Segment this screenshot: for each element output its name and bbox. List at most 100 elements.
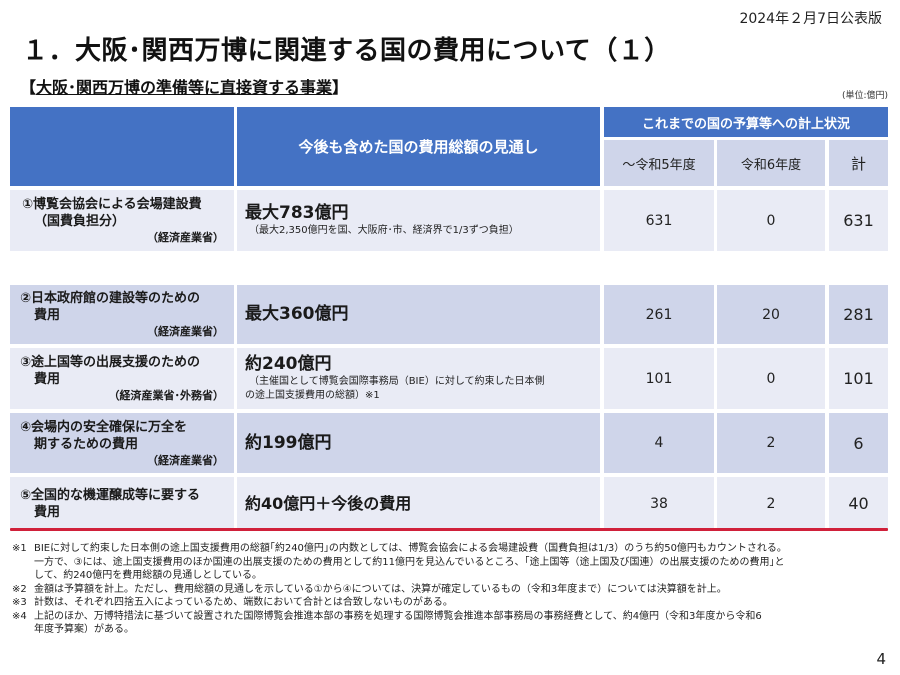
row-ministry: （経済産業省）	[147, 231, 224, 244]
cell-value: 101	[645, 370, 673, 387]
row-label-line2: （国費負担分）	[34, 214, 126, 229]
footnote-line: 計数は、それぞれ四捨五入によっているため、端数において合計とは合致しないものがあ…	[34, 597, 453, 608]
row-amount: 最大360億円	[245, 304, 349, 324]
table-row-3-r6: 0	[717, 348, 825, 409]
row-amount: 約199億円	[245, 432, 332, 453]
footnote-text: BIEに対して約束した日本側の途上国支援費用の総額｢約240億円｣の内数としては…	[34, 542, 897, 583]
page-title: １．大阪･関西万博に関連する国の費用について（１）	[22, 36, 671, 66]
footnote-text: 計数は、それぞれ四捨五入によっているため、端数において合計とは合致しないものがあ…	[34, 596, 897, 610]
row-amount: 最大783億円	[245, 203, 349, 223]
cell-value: 631	[645, 212, 673, 229]
row-amount: 約240億円	[245, 354, 332, 374]
row-label-line1: ④会場内の安全確保に万全を	[20, 419, 188, 435]
table-row-1-r6: 0	[717, 190, 825, 251]
table-row-2-r5: 261	[604, 285, 714, 344]
cell-value: 0	[766, 370, 776, 387]
cell-value: 631	[843, 211, 874, 230]
table-row-1-total: 631	[829, 190, 888, 251]
table-row-3-amount: 約240億円 （主催国として博覧会国際事務局（BIE）に対して約束した日本側 の…	[237, 348, 600, 409]
footnote-line: 年度予算案）がある。	[34, 624, 134, 635]
footnote-mark: ※1	[12, 543, 27, 554]
footnote-line: 金額は予算額を計上。ただし、費用総額の見通しを示している①から④については、決算…	[34, 583, 727, 595]
table-row-2-total: 281	[829, 285, 888, 344]
table-row-3-label: ③途上国等の出展支援のための 費用 （経済産業省･外務省）	[10, 348, 234, 409]
cell-value: 261	[645, 306, 673, 323]
header-outlook: 今後も含めた国の費用総額の見通し	[237, 107, 600, 186]
subtitle-text: 大阪･関西万博の準備等に直接資する事業	[36, 78, 333, 97]
table-row-1-r5: 631	[604, 190, 714, 251]
header-col-r6: 令和6年度	[717, 140, 825, 186]
page-number: 4	[876, 650, 886, 668]
row-label-line2-wrap: 費用	[10, 504, 234, 521]
row-label-line1: ⑤全国的な機運醸成等に要する	[20, 487, 201, 503]
footnote-line: 一方で、③には、途上国支援費用のほか国連の出展支援のための費用として約11億円を…	[34, 556, 785, 568]
cell-value: 38	[650, 495, 668, 512]
footnote-mark: ※2	[12, 583, 27, 595]
cell-value: 40	[848, 494, 869, 513]
table-row-1-amount: 最大783億円 （最大2,350億円を国、大阪府･市、経済界で1/3ずつ負担）	[237, 190, 600, 251]
table-row-5-amount: 約40億円＋今後の費用	[237, 477, 600, 530]
row-amount: 約40億円＋今後の費用	[245, 494, 412, 513]
table-row-1-label: ①博覧会協会による会場建設費 （国費負担分） （経済産業省）	[10, 190, 234, 251]
row-amount-note-2: の途上国支援費用の総額）※1	[245, 390, 380, 401]
row-label-line2: 費用	[34, 504, 61, 520]
table-row-4-r6: 2	[717, 413, 825, 473]
footnote-line: 上記のほか、万博特措法に基づいて設置された国際博覧会推進本部の事務を処理する国際…	[34, 610, 762, 622]
table-row-4-label: ④会場内の安全確保に万全を 期するための費用 （経済産業省）	[10, 413, 234, 473]
subtitle: 【大阪･関西万博の準備等に直接資する事業】	[20, 74, 348, 98]
footnote-3: ※3 計数は、それぞれ四捨五入によっているため、端数において合計とは合致しないも…	[12, 596, 897, 610]
row-label-line2-wrap: 費用	[10, 307, 234, 324]
row-label-line2: 費用	[34, 308, 61, 323]
row-amount-note: （最大2,350億円を国、大阪府･市、経済界で1/3ずつ負担）	[249, 225, 519, 236]
footnote-text: 上記のほか、万博特措法に基づいて設置された国際博覧会推進本部の事務を処理する国際…	[34, 610, 897, 637]
red-divider-line	[10, 528, 888, 531]
cell-value: 20	[762, 306, 780, 323]
publish-date: 2024年２月7日公表版	[739, 11, 882, 27]
header-col-r6-label: 令和6年度	[740, 157, 802, 173]
header-col-total-label: 計	[850, 154, 866, 173]
header-col-total: 計	[829, 140, 888, 186]
footnote-mark: ※3	[12, 597, 27, 608]
header-budget-group: これまでの国の予算等への計上状況	[604, 107, 888, 137]
cell-value: 2	[766, 435, 776, 451]
row-ministry: （経済産業省）	[147, 453, 224, 467]
table-row-4-r5: 4	[604, 413, 714, 473]
subtitle-bracket-close: 】	[332, 78, 349, 97]
footnote-mark: ※4	[12, 610, 27, 622]
header-blank-cell	[10, 107, 234, 186]
header-budget-group-label: これまでの国の予算等への計上状況	[641, 116, 850, 132]
table-row-5-r6: 2	[717, 477, 825, 530]
subtitle-bracket-open: 【	[20, 78, 37, 97]
footnote-1: ※1 BIEに対して約束した日本側の途上国支援費用の総額｢約240億円｣の内数と…	[12, 542, 897, 583]
footnote-line: して、約240億円を費用総額の見通しとしている。	[34, 570, 262, 581]
row-label-line2-wrap: 期するための費用	[10, 436, 234, 453]
table-row-3-r5: 101	[604, 348, 714, 409]
table-row-4-amount: 約199億円	[237, 413, 600, 473]
row-label-line2: 費用	[34, 372, 61, 387]
table-row-3-total: 101	[829, 348, 888, 409]
cell-value: 6	[853, 433, 864, 453]
cell-value: 2	[766, 495, 776, 512]
cell-value: 101	[843, 369, 874, 388]
footnote-line: BIEに対して約束した日本側の途上国支援費用の総額｢約240億円｣の内数としては…	[34, 543, 787, 554]
row-label-line2: 期するための費用	[34, 436, 139, 452]
footnote-4: ※4 上記のほか、万博特措法に基づいて設置された国際博覧会推進本部の事務を処理す…	[12, 610, 897, 637]
header-outlook-label: 今後も含めた国の費用総額の見通し	[298, 138, 539, 156]
row-label-line2-wrap: （国費負担分）	[10, 213, 234, 230]
footnote-2: ※2 金額は予算額を計上。ただし、費用総額の見通しを示している①から④については…	[12, 583, 897, 597]
row-label-line2-wrap: 費用	[10, 371, 234, 388]
cell-value: 0	[766, 212, 776, 229]
table-row-5-total: 40	[829, 477, 888, 530]
table-row-4-total: 6	[829, 413, 888, 473]
table-row-5-label: ⑤全国的な機運醸成等に要する 費用	[10, 477, 234, 530]
row-label-line1: ③途上国等の出展支援のための	[20, 355, 201, 370]
footnote-text: 金額は予算額を計上。ただし、費用総額の見通しを示している①から④については、決算…	[34, 583, 897, 597]
header-col-r5: ～令和5年度	[604, 140, 714, 186]
row-label-line1: ①博覧会協会による会場建設費	[22, 197, 202, 212]
row-amount-note: （主催国として博覧会国際事務局（BIE）に対して約束した日本側	[249, 376, 545, 387]
unit-label: (単位:億円)	[841, 91, 888, 101]
cell-value: 281	[843, 305, 874, 324]
row-label-line1: ②日本政府館の建設等のための	[20, 291, 201, 306]
table-row-2-label: ②日本政府館の建設等のための 費用 （経済産業省）	[10, 285, 234, 344]
footnotes: ※1 BIEに対して約束した日本側の途上国支援費用の総額｢約240億円｣の内数と…	[12, 542, 897, 637]
